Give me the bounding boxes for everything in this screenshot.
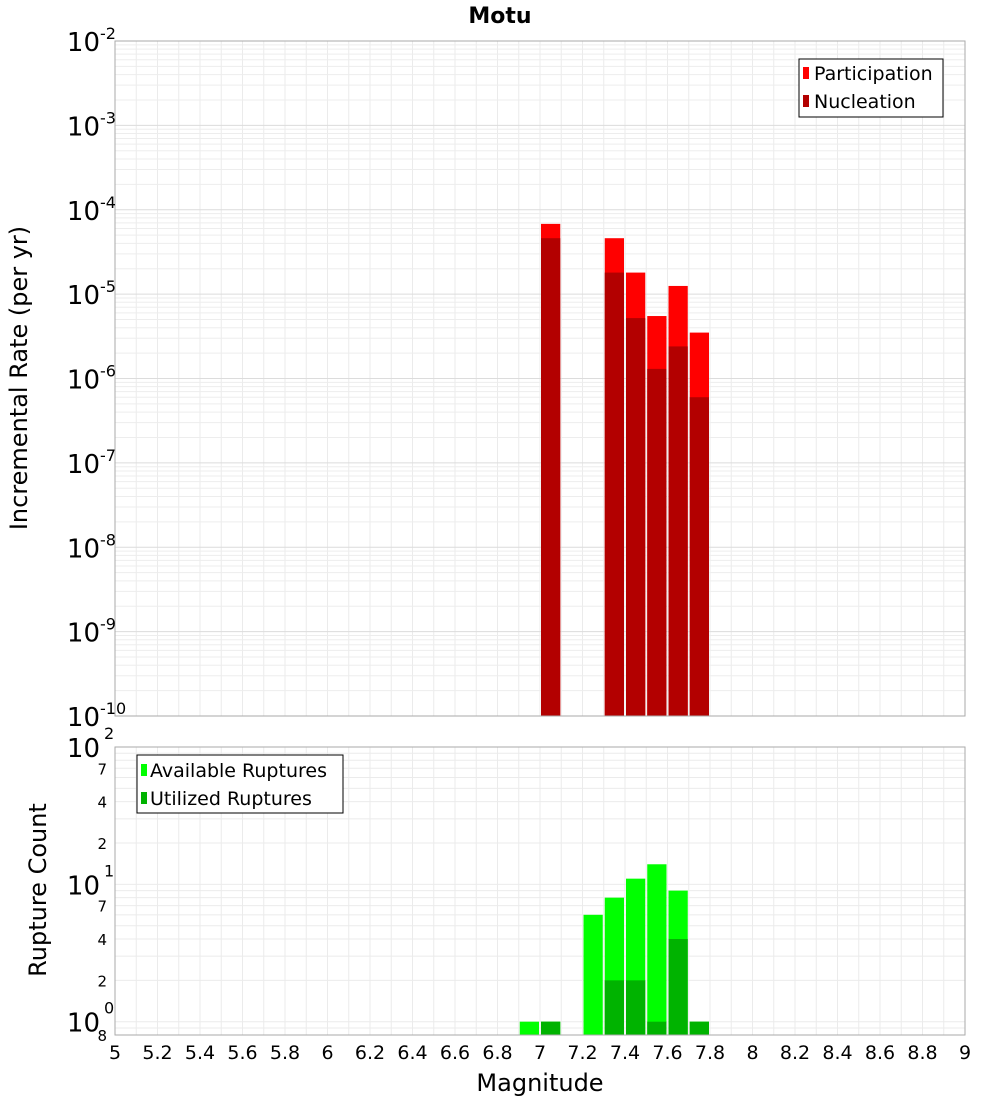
x-tick-label: 7.8 bbox=[695, 1042, 725, 1064]
legend-utilized-swatch bbox=[141, 792, 147, 804]
rate-nucleation-bar bbox=[541, 238, 561, 716]
y-minor-tick-label: 2 bbox=[97, 835, 107, 853]
x-tick-label: 6.6 bbox=[440, 1042, 470, 1064]
y-tick-exponent: -5 bbox=[100, 277, 116, 296]
y-tick-exponent: -3 bbox=[100, 108, 116, 127]
counts-bars bbox=[519, 864, 709, 1035]
x-tick-label: 9 bbox=[959, 1042, 971, 1064]
count-available-ruptures-bar bbox=[583, 914, 603, 1035]
y-tick-label: 10 bbox=[67, 197, 100, 227]
rate-nucleation-bar bbox=[689, 397, 709, 716]
y-minor-tick-label: 8 bbox=[97, 1027, 107, 1045]
y-minor-tick-label: 4 bbox=[97, 931, 107, 949]
counts-y-axis-label: Rupture Count bbox=[24, 803, 52, 977]
legend-participation-label: Participation bbox=[814, 63, 933, 85]
y-tick-exponent: -10 bbox=[100, 699, 126, 718]
x-axis-label: Magnitude bbox=[476, 1069, 603, 1097]
count-utilized-ruptures-bar bbox=[668, 939, 688, 1035]
legend-available-swatch bbox=[141, 764, 147, 776]
y-tick-label: 10 bbox=[67, 28, 100, 58]
rates-plot-frame bbox=[114, 40, 966, 717]
count-available-ruptures-bar bbox=[519, 1021, 539, 1035]
y-minor-tick-label: 2 bbox=[97, 972, 107, 990]
y-minor-tick-label: 7 bbox=[97, 760, 107, 778]
y-tick-label: 10 bbox=[67, 734, 100, 764]
legend-available-label: Available Ruptures bbox=[150, 760, 327, 782]
y-tick-label: 10 bbox=[67, 1009, 100, 1039]
count-utilized-ruptures-bar bbox=[604, 980, 624, 1035]
rates-y-axis-label: Incremental Rate (per yr) bbox=[5, 226, 33, 530]
y-tick-label: 10 bbox=[67, 619, 100, 649]
y-tick-label: 10 bbox=[67, 112, 100, 142]
x-tick-label: 8.6 bbox=[865, 1042, 895, 1064]
rates-grid bbox=[114, 41, 966, 717]
y-minor-tick-label: 7 bbox=[97, 898, 107, 916]
rate-nucleation-bar bbox=[647, 368, 667, 716]
x-tick-label: 7.2 bbox=[567, 1042, 597, 1064]
x-tick-label: 8.4 bbox=[822, 1042, 852, 1064]
x-tick-label: 8.8 bbox=[907, 1042, 937, 1064]
y-tick-exponent: -6 bbox=[100, 362, 116, 381]
legend-participation-swatch bbox=[803, 67, 809, 79]
y-tick-label: 10 bbox=[67, 534, 100, 564]
y-tick-exponent: -4 bbox=[100, 193, 116, 212]
x-tick-label: 7.4 bbox=[610, 1042, 640, 1064]
y-tick-exponent: -2 bbox=[100, 24, 116, 43]
y-tick-label: 10 bbox=[67, 703, 100, 733]
counts-legend-box bbox=[136, 754, 344, 814]
x-tick-label: 5.2 bbox=[142, 1042, 172, 1064]
counts-plot-frame bbox=[114, 746, 966, 1036]
y-tick-label: 10 bbox=[67, 871, 100, 901]
rates-bars bbox=[541, 223, 709, 716]
count-utilized-ruptures-bar bbox=[541, 1021, 561, 1035]
y-tick-label: 10 bbox=[67, 450, 100, 480]
counts-legend: Available Ruptures Utilized Ruptures bbox=[136, 754, 344, 814]
x-tick-label: 8 bbox=[746, 1042, 758, 1064]
count-utilized-ruptures-bar bbox=[647, 1021, 667, 1035]
x-tick-label: 6.4 bbox=[397, 1042, 427, 1064]
y-minor-tick-label: 4 bbox=[97, 794, 107, 812]
count-utilized-ruptures-bar bbox=[626, 980, 646, 1035]
x-tick-label: 5.4 bbox=[185, 1042, 215, 1064]
legend-nucleation-label: Nucleation bbox=[814, 91, 916, 113]
x-tick-label: 6.2 bbox=[355, 1042, 385, 1064]
legend-nucleation-swatch bbox=[803, 95, 809, 107]
legend-utilized-label: Utilized Ruptures bbox=[150, 788, 312, 810]
rate-nucleation-bar bbox=[604, 272, 624, 716]
x-tick-label: 7.6 bbox=[652, 1042, 682, 1064]
rate-nucleation-bar bbox=[668, 346, 688, 716]
rates-legend: Participation Nucleation bbox=[798, 58, 944, 118]
x-tick-label: 5 bbox=[109, 1042, 121, 1064]
x-tick-label: 6 bbox=[321, 1042, 333, 1064]
count-available-ruptures-bar bbox=[647, 864, 667, 1035]
y-tick-exponent: -8 bbox=[100, 530, 116, 549]
y-tick-label: 10 bbox=[67, 366, 100, 396]
x-tick-label: 6.8 bbox=[482, 1042, 512, 1064]
x-tick-label: 5.8 bbox=[270, 1042, 300, 1064]
y-tick-exponent: 0 bbox=[104, 999, 114, 1018]
y-tick-exponent: -9 bbox=[100, 615, 116, 634]
y-tick-exponent: 1 bbox=[104, 861, 114, 880]
count-utilized-ruptures-bar bbox=[689, 1021, 709, 1035]
rates-legend-box bbox=[798, 58, 944, 118]
rate-nucleation-bar bbox=[626, 318, 646, 716]
y-tick-exponent: 2 bbox=[104, 724, 114, 743]
x-ticks: 5 5.2 5.4 5.6 5.8 6 6.2 6.4 6.6 6.8 7 7.2 7.4 7.6 7.8 8… bbox=[109, 1042, 971, 1064]
x-tick-label: 7 bbox=[534, 1042, 546, 1064]
chart-title: Motu bbox=[468, 4, 531, 29]
y-tick-exponent: -7 bbox=[100, 446, 116, 465]
y-tick-label: 10 bbox=[67, 281, 100, 311]
x-tick-label: 8.2 bbox=[780, 1042, 810, 1064]
x-tick-label: 5.6 bbox=[227, 1042, 257, 1064]
